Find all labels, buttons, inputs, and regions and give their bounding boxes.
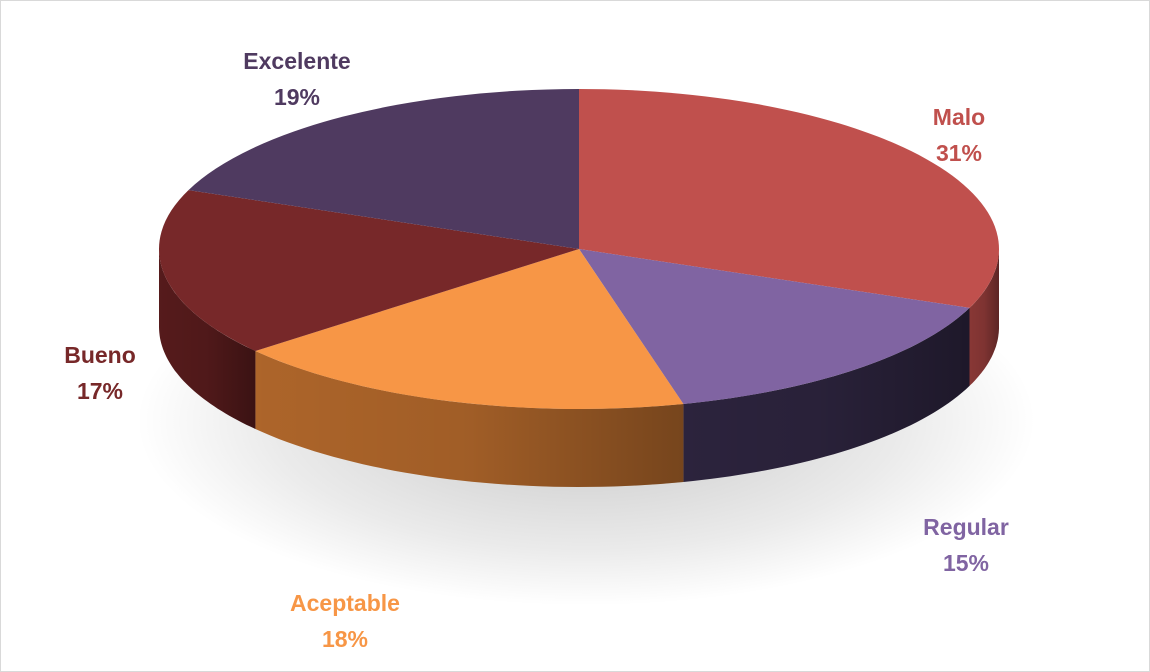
slice-percent: 31% bbox=[935, 140, 983, 166]
pie-side-shade bbox=[683, 307, 970, 482]
slice-percent: 17% bbox=[76, 378, 124, 404]
slice-name: Excelente bbox=[243, 48, 351, 74]
slice-percent: 19% bbox=[273, 84, 321, 110]
label-excelente: Excelente 19% bbox=[227, 43, 367, 115]
label-regular: Regular 15% bbox=[901, 509, 1031, 581]
slice-name: Regular bbox=[923, 514, 1009, 540]
slice-percent: 15% bbox=[942, 550, 990, 576]
pie-slice-aceptable bbox=[255, 249, 684, 410]
pie-slice-bueno bbox=[159, 190, 579, 351]
label-malo: Malo 31% bbox=[901, 99, 1017, 171]
slice-percent: 18% bbox=[321, 626, 369, 652]
pie-side-walls bbox=[159, 249, 999, 487]
pie-slice-malo bbox=[579, 89, 999, 308]
label-aceptable: Aceptable 18% bbox=[269, 585, 421, 657]
slice-name: Bueno bbox=[64, 342, 136, 368]
pie-side-shade bbox=[255, 351, 684, 487]
pie-side-shade bbox=[159, 249, 256, 429]
pie-slice-excelente bbox=[188, 89, 579, 249]
slice-name: Malo bbox=[932, 104, 986, 130]
pie-top-faces bbox=[159, 89, 999, 410]
label-bueno: Bueno 17% bbox=[47, 337, 153, 409]
slice-name: Aceptable bbox=[290, 590, 400, 616]
pie-side-shade bbox=[969, 249, 999, 386]
pie-slice-regular bbox=[579, 249, 970, 404]
